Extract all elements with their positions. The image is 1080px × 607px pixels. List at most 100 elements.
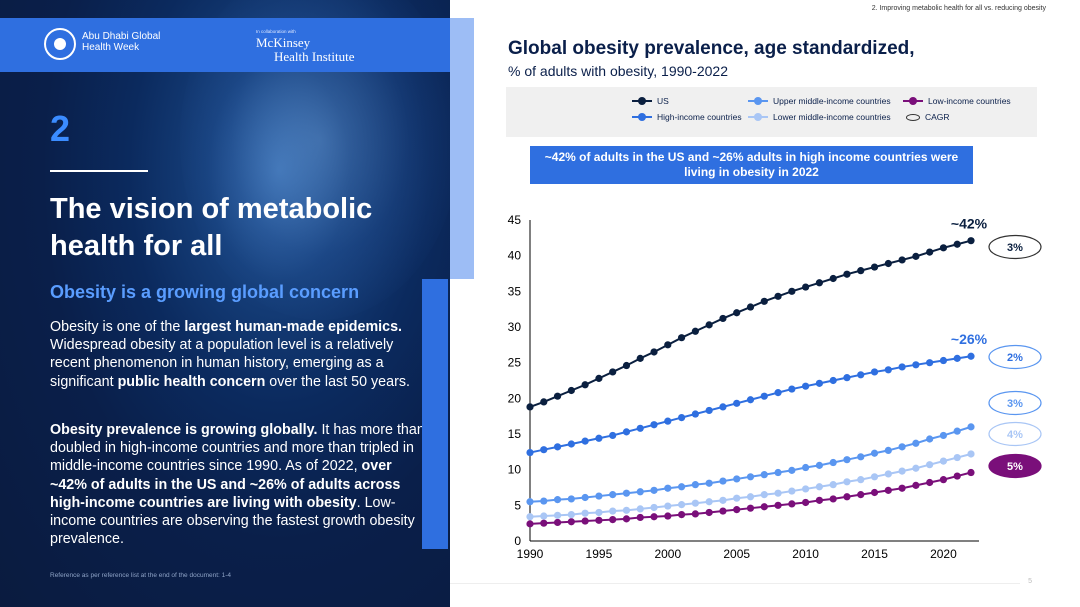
- legend-low-income: Low-income countries: [903, 96, 1011, 106]
- legend-us: US: [632, 96, 669, 106]
- point-us: [746, 303, 755, 311]
- event-logo-text: Abu Dhabi Global Health Week: [82, 31, 161, 53]
- point-high_income: [815, 379, 824, 387]
- point-low_income: [719, 507, 727, 515]
- point-high_income: [719, 403, 727, 411]
- point-high_income: [898, 363, 906, 371]
- chart-subtitle: % of adults with obesity, 1990-2022: [508, 63, 728, 79]
- point-lower_middle: [760, 491, 768, 499]
- y-tick-label: 35: [508, 284, 522, 298]
- cagr-value-upper_middle: 3%: [1007, 398, 1023, 410]
- point-us: [636, 354, 644, 362]
- x-tick-label: 2010: [792, 547, 819, 561]
- point-upper_middle: [802, 463, 810, 472]
- point-us: [526, 403, 534, 411]
- point-us: [843, 270, 851, 278]
- point-high_income: [912, 361, 920, 369]
- end-label-us: ~42%: [951, 216, 988, 232]
- point-low_income: [664, 512, 672, 520]
- point-us: [595, 374, 603, 382]
- series-line-us: [529, 239, 972, 408]
- point-low_income: [898, 484, 906, 492]
- x-tick-label: 1995: [586, 547, 613, 561]
- point-lower_middle: [774, 489, 782, 497]
- point-lower_middle: [650, 503, 658, 512]
- p1-text-c: Widespread obesity at a population level…: [50, 337, 394, 390]
- point-high_income: [622, 428, 631, 436]
- point-upper_middle: [967, 423, 975, 431]
- point-us: [733, 309, 741, 317]
- legend-lower-middle-marker: [748, 113, 768, 121]
- p1-text-e: over the last 50 years.: [265, 373, 410, 390]
- point-lower_middle: [953, 453, 961, 462]
- point-high_income: [870, 368, 879, 376]
- x-tick-label: 2000: [654, 547, 681, 561]
- point-us: [553, 392, 562, 400]
- point-upper_middle: [815, 461, 824, 469]
- point-upper_middle: [650, 486, 658, 494]
- point-upper_middle: [553, 496, 562, 504]
- cagr-badge-low_income: [988, 453, 1042, 479]
- point-us: [705, 321, 713, 329]
- point-upper_middle: [746, 473, 755, 481]
- point-us: [788, 287, 796, 295]
- point-low_income: [857, 491, 865, 499]
- point-us: [884, 259, 892, 268]
- legend-cagr-marker: [906, 113, 920, 121]
- point-us: [581, 381, 589, 389]
- point-low_income: [760, 503, 768, 511]
- legend-lower-middle-label: Lower middle-income countries: [773, 112, 891, 122]
- point-high_income: [677, 413, 686, 422]
- point-lower_middle: [705, 498, 713, 506]
- point-lower_middle: [884, 470, 892, 478]
- point-us: [691, 327, 699, 335]
- point-high_income: [926, 359, 934, 367]
- p2-bold-c: over ~42% of adults in the US and ~26% o…: [50, 458, 401, 511]
- y-tick-label: 0: [514, 534, 521, 548]
- legend-high-income: High-income countries: [632, 112, 742, 122]
- point-lower_middle: [912, 464, 920, 472]
- point-high_income: [939, 356, 948, 365]
- x-tick-label: 2015: [861, 547, 888, 561]
- header-bar: Abu Dhabi Global Health Week In collabor…: [0, 18, 450, 72]
- point-low_income: [815, 496, 824, 504]
- x-tick-label: 1990: [517, 547, 544, 561]
- paragraph-1: Obesity is one of the largest human-made…: [50, 318, 428, 391]
- p2-bold-a: Obesity prevalence is growing globally.: [50, 422, 318, 438]
- point-upper_middle: [622, 489, 631, 497]
- globe-logo-icon: [44, 28, 76, 60]
- point-upper_middle: [526, 498, 534, 506]
- point-upper_middle: [788, 466, 796, 474]
- point-high_income: [829, 376, 837, 385]
- point-us: [953, 240, 961, 248]
- page-title: The vision of metabolic health for all: [50, 193, 373, 262]
- point-upper_middle: [774, 468, 782, 477]
- point-low_income: [581, 517, 589, 525]
- point-lower_middle: [857, 476, 865, 484]
- cagr-badge-upper_middle: [988, 390, 1042, 416]
- point-low_income: [884, 486, 892, 494]
- point-upper_middle: [540, 497, 548, 505]
- x-tick-label: 2020: [930, 547, 957, 561]
- point-lower_middle: [581, 509, 589, 517]
- footer-divider: [450, 583, 1020, 584]
- point-low_income: [870, 488, 879, 497]
- point-high_income: [636, 424, 644, 432]
- point-lower_middle: [677, 501, 686, 509]
- legend-lower-middle: Lower middle-income countries: [748, 112, 891, 122]
- point-lower_middle: [829, 481, 837, 489]
- point-high_income: [540, 446, 548, 454]
- page-number: 5: [1028, 578, 1032, 585]
- legend-us-marker: [632, 97, 652, 105]
- point-high_income: [760, 392, 768, 400]
- point-lower_middle: [691, 499, 699, 507]
- point-high_income: [650, 421, 658, 429]
- page-note: 2. Improving metabolic health for all vs…: [871, 5, 1046, 12]
- point-low_income: [926, 478, 934, 487]
- section-number: 2: [50, 108, 71, 149]
- point-lower_middle: [967, 450, 975, 458]
- point-low_income: [636, 513, 644, 522]
- point-upper_middle: [595, 492, 603, 500]
- point-low_income: [843, 493, 851, 501]
